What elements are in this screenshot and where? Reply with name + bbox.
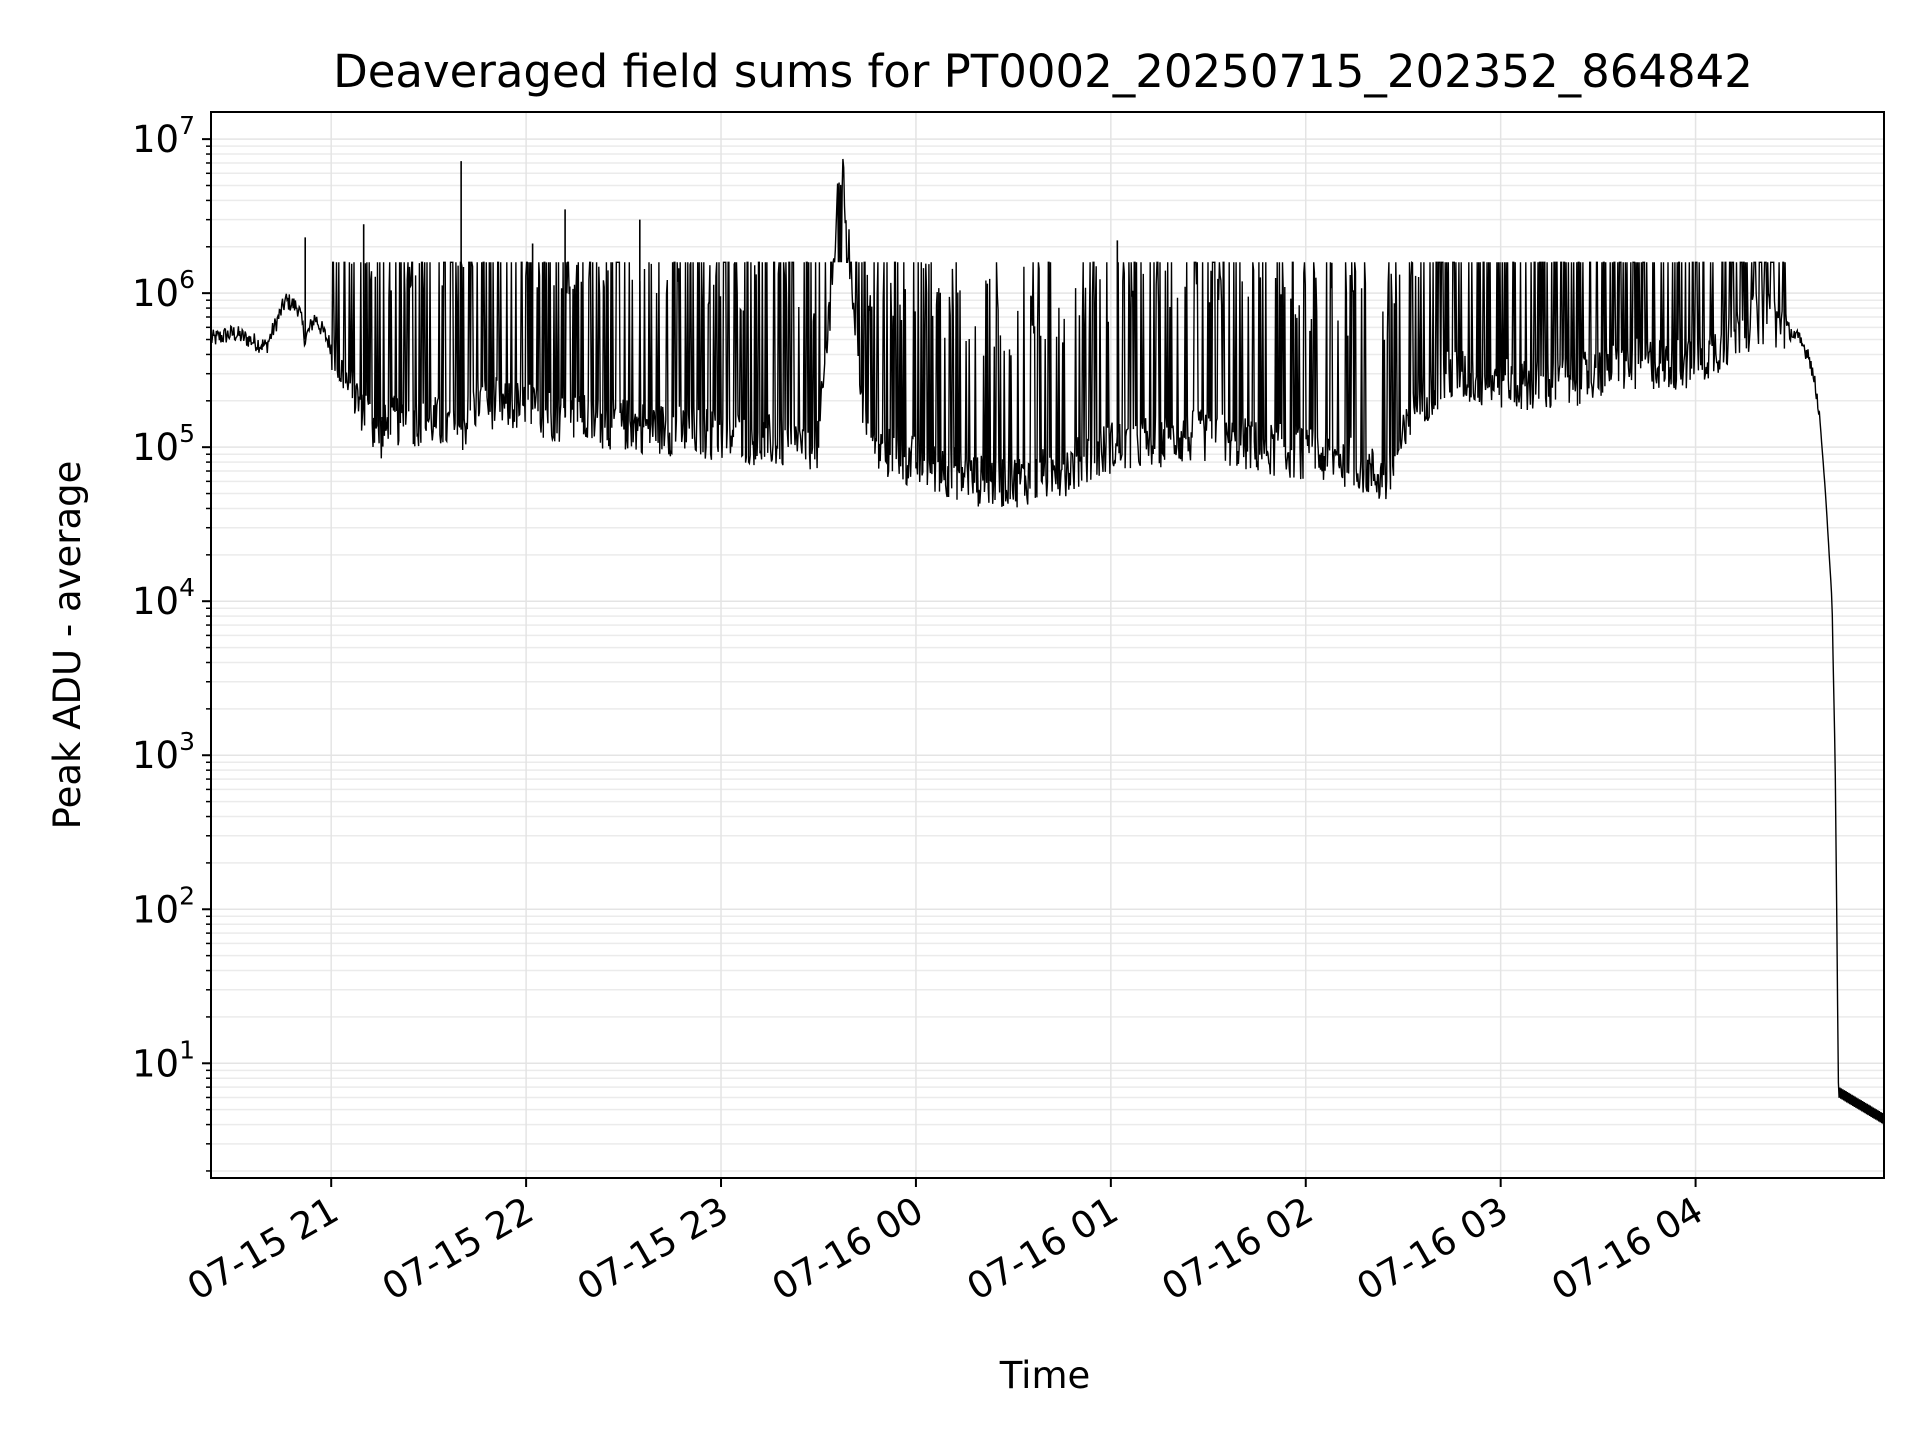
y-tick-label: 103 (132, 727, 195, 777)
plot-frame (210, 111, 1885, 1179)
y-tick-label: 106 (132, 265, 195, 315)
chart-title: Deaveraged field sums for PT0002_2025071… (333, 45, 1753, 98)
data-series (210, 158, 1885, 1125)
y-tick-label: 102 (132, 881, 195, 931)
y-tick-label: 107 (132, 111, 195, 161)
y-tick-label: 105 (132, 419, 195, 469)
y-tick-label: 104 (132, 573, 195, 623)
series-line (210, 158, 1885, 1125)
x-axis-label: Time (999, 1354, 1091, 1397)
y-tick-label: 101 (132, 1035, 195, 1085)
y-axis-label: Peak ADU - average (46, 461, 89, 830)
